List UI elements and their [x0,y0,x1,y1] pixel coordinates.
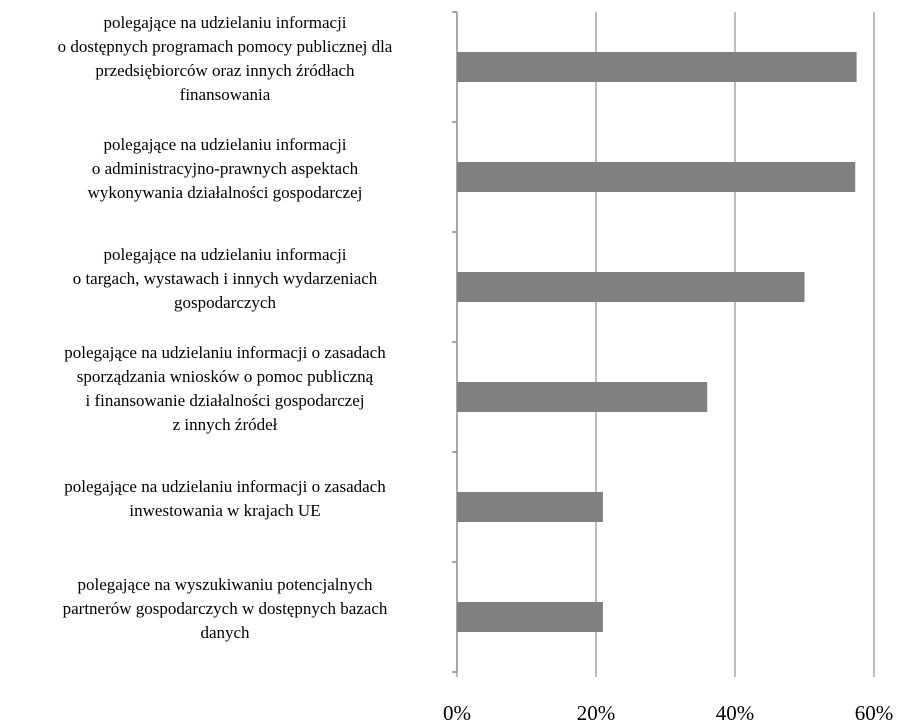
category-label: polegające na udzielaniu informacji o ad… [87,135,363,202]
x-tick-label: 20% [577,701,616,724]
bar [457,602,603,632]
bar [457,272,805,302]
category-label: polegające na udzielaniu informacji o ta… [72,245,378,312]
bar [457,52,857,82]
x-tick-label: 60% [855,701,894,724]
bar [457,162,856,192]
category-label: polegające na wyszukiwaniu potencjalnych… [62,575,388,642]
bar [457,492,603,522]
x-tick-label: 40% [716,701,755,724]
category-label: polegające na udzielaniu informacji o za… [64,477,386,520]
category-label: polegające na udzielaniu informacji o za… [64,343,386,434]
x-tick-label: 0% [443,701,471,724]
bar [457,382,708,412]
category-label: polegające na udzielaniu informacji o do… [57,13,393,104]
